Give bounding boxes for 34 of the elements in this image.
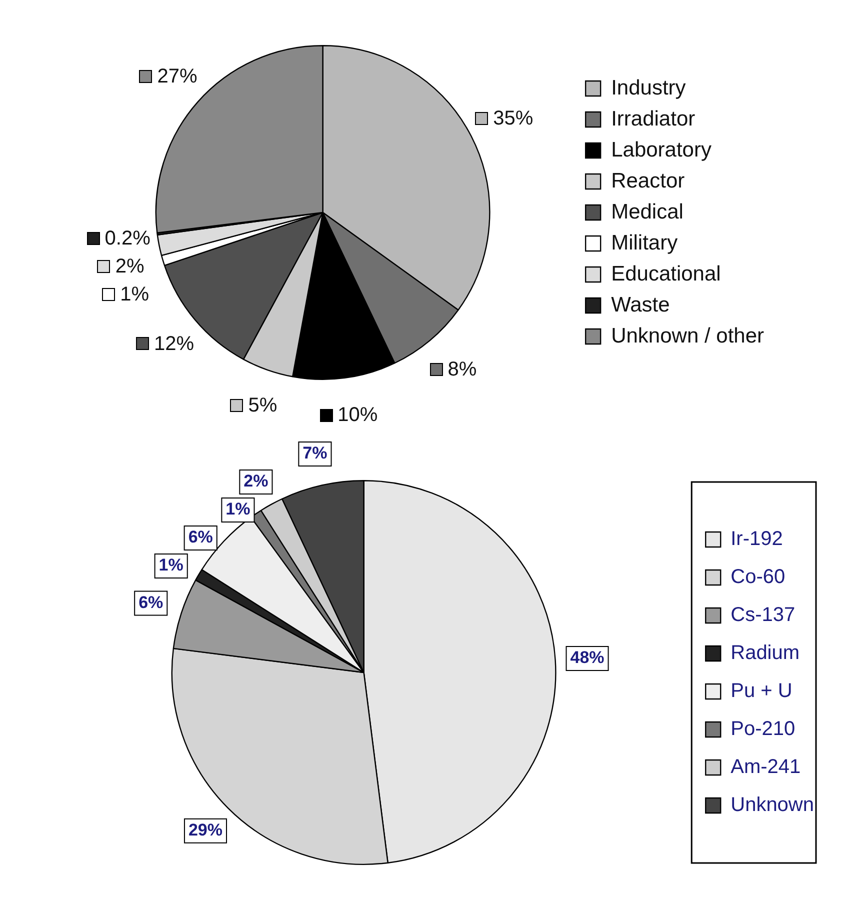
- legend-label: Irradiator: [611, 107, 696, 130]
- data-label: 0.2%: [104, 227, 151, 250]
- legend-label: Cs-137: [730, 604, 796, 626]
- legend-label: Unknown: [730, 794, 814, 816]
- legend-label: Unknown / other: [611, 324, 764, 348]
- data-label: 6%: [188, 528, 213, 547]
- legend-label: Am-241: [730, 756, 801, 778]
- data-label: 10%: [338, 404, 378, 426]
- legend-label: Waste: [611, 293, 670, 316]
- data-label: 1%: [158, 556, 184, 575]
- data-label: 12%: [154, 332, 194, 355]
- data-label: 48%: [570, 648, 604, 668]
- data-label: 2%: [115, 255, 145, 278]
- legend-label: Industry: [611, 76, 686, 100]
- legend-label: Educational: [611, 262, 721, 286]
- data-label: 2%: [244, 472, 268, 491]
- data-label: 1%: [226, 500, 250, 519]
- legend-label: Co-60: [730, 566, 786, 588]
- data-label: 8%: [448, 358, 477, 380]
- legend-label: Ir-192: [730, 528, 783, 550]
- legend-label: Po-210: [730, 718, 796, 740]
- data-label: 29%: [188, 820, 223, 840]
- data-label: 6%: [138, 593, 164, 612]
- data-label: 27%: [157, 65, 198, 88]
- legend-label: Medical: [611, 200, 684, 224]
- legend-label: Laboratory: [611, 138, 712, 162]
- data-label: 35%: [493, 108, 534, 130]
- legend-label: Radium: [730, 642, 800, 664]
- legend-label: Pu + U: [730, 680, 792, 702]
- legend-label: Reactor: [611, 169, 685, 192]
- data-label: 7%: [302, 444, 328, 463]
- data-label: 1%: [120, 283, 150, 306]
- legend-label: Military: [611, 231, 678, 254]
- data-label: 5%: [248, 394, 278, 416]
